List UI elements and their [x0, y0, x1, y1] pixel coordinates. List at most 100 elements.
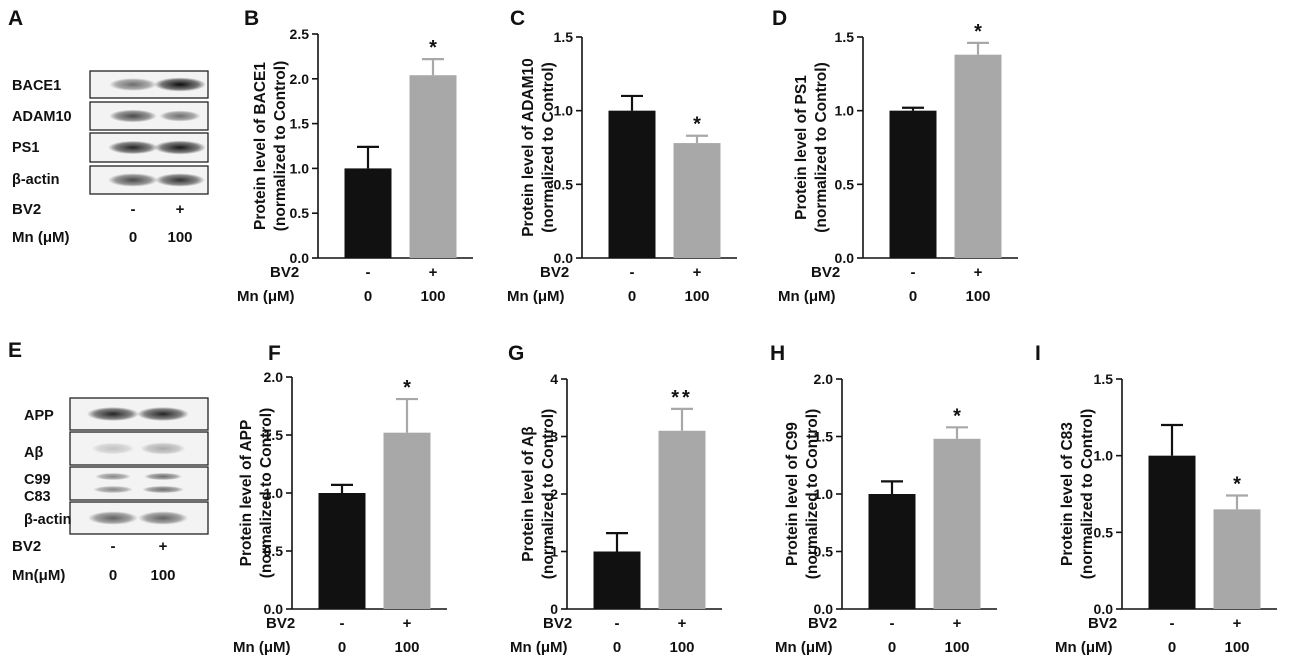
y-tick-label: 0.0	[1094, 601, 1114, 617]
y-tick-label: 1.5	[554, 29, 574, 45]
bar-mn100	[383, 432, 431, 609]
panel-label-g: G	[508, 342, 524, 365]
y-tick-label: 1.0	[554, 103, 574, 119]
y-tick-label: 0.0	[814, 601, 834, 617]
y-tick-label: 0.0	[835, 250, 855, 266]
y-tick-label: 0.5	[554, 176, 574, 192]
y-tick-label: 0.5	[814, 544, 834, 560]
y-axis-title: Protein level of Aβ	[520, 426, 537, 562]
blot-band	[93, 485, 133, 494]
blot-band	[91, 442, 135, 455]
band-label: C83	[24, 489, 51, 505]
y-tick-label: 4	[550, 371, 558, 387]
bv2-mark: +	[403, 615, 412, 632]
significance-marker: *	[953, 405, 961, 427]
bv2-mark: -	[890, 615, 895, 632]
mn-dose-label: Mn (μM)	[778, 288, 836, 305]
bv2-mark: +	[176, 201, 185, 218]
y-axis-title: Protein level of C83	[1059, 422, 1076, 566]
y-tick-label: 0.5	[1094, 524, 1114, 540]
y-tick-label: 1.0	[814, 486, 834, 502]
panel-label-f: F	[268, 342, 281, 365]
chart-d: 0.0 0.5 1.0 1.5 Protein level of PS1 (normali…	[778, 21, 1018, 305]
bar-mn100	[409, 75, 457, 258]
bar-control	[1148, 455, 1196, 609]
y-axis-subtitle: (normalized to Control)	[804, 409, 821, 580]
cell-line-label: BV2	[12, 538, 41, 555]
blot-band	[144, 472, 182, 481]
y-tick-label: 1.0	[835, 103, 855, 119]
bar-mn100	[1213, 509, 1261, 609]
bar-control	[889, 110, 937, 259]
bar-control	[593, 551, 641, 609]
y-axis-title: Protein level of ADAM10	[520, 58, 537, 237]
bv2-mark: -	[1170, 615, 1175, 632]
blot-band	[155, 173, 205, 187]
bv2-mark: -	[366, 264, 371, 281]
bv2-mark: +	[693, 264, 702, 281]
mn-dose: 100	[965, 288, 990, 305]
mn-dose: 0	[888, 639, 896, 656]
blot-band	[109, 109, 157, 123]
blot-box	[69, 431, 209, 466]
band-label: β-actin	[24, 512, 72, 528]
mn-dose: 0	[613, 639, 621, 656]
mn-dose-label: Mn (μM)	[510, 639, 568, 656]
blot-a: BACE1 ADAM10 PS1 β-actin BV2 Mn (μM) - 0 +100	[12, 70, 209, 246]
mn-dose: 100	[669, 639, 694, 656]
significance-marker: *	[429, 37, 437, 59]
panel-label-d: D	[772, 7, 787, 30]
mn-dose: 100	[150, 567, 175, 584]
mn-dose: 100	[684, 288, 709, 305]
significance-marker: *	[974, 21, 982, 43]
y-axis-title: Protein level of C99	[784, 422, 801, 566]
y-tick-label: 0.0	[554, 250, 574, 266]
y-axis-subtitle: (normalized to Control)	[813, 62, 830, 233]
band-label: ADAM10	[12, 109, 72, 125]
mn-dose: 100	[1224, 639, 1249, 656]
mn-dose: 0	[364, 288, 372, 305]
panel-label-a: A	[8, 7, 23, 30]
mn-dose-label: Mn (μM)	[507, 288, 565, 305]
blot-band	[159, 110, 201, 122]
cell-line-label: BV2	[1088, 615, 1117, 632]
cell-line-label: BV2	[808, 615, 837, 632]
mn-dose-label: Mn (μM)	[1055, 639, 1113, 656]
mn-dose-label: Mn(μM)	[12, 567, 65, 584]
bv2-mark: -	[615, 615, 620, 632]
bv2-mark: -	[340, 615, 345, 632]
bv2-mark: +	[974, 264, 983, 281]
cell-line-label: BV2	[270, 264, 299, 281]
y-axis-subtitle: (normalized to Control)	[272, 61, 289, 232]
y-tick-label: 2	[550, 486, 558, 502]
blot-band	[154, 140, 206, 155]
y-tick-label: 1.0	[1094, 448, 1114, 464]
panel-label-i: I	[1035, 342, 1041, 365]
y-axis-title: Protein level of BACE1	[252, 62, 269, 230]
blot-band	[108, 140, 158, 155]
band-label: β-actin	[12, 172, 60, 188]
cell-line-label: BV2	[540, 264, 569, 281]
blot-band	[88, 511, 138, 525]
y-tick-label: 1.0	[264, 485, 284, 501]
y-axis-title: Protein level of PS1	[793, 75, 810, 220]
bv2-mark: -	[911, 264, 916, 281]
panel-label-c: C	[510, 7, 525, 30]
bar-mn100	[658, 430, 706, 609]
y-axis-title: Protein level of APP	[238, 420, 255, 567]
mn-dose: 100	[944, 639, 969, 656]
bar-control	[608, 110, 656, 259]
bv2-mark: +	[159, 538, 168, 555]
bar-control	[318, 493, 366, 609]
y-tick-label: 2.0	[264, 369, 284, 385]
blot-band	[109, 78, 157, 91]
y-tick-label: 1.5	[264, 427, 284, 443]
chart-b: 0.0 0.5 1.0 1.5 2.0 2.5 Protein level of BACE1…	[237, 26, 473, 305]
bar-mn100	[933, 438, 981, 609]
bv2-mark: -	[131, 201, 136, 218]
y-axis-subtitle: (normalized to Control)	[258, 408, 275, 579]
y-tick-label: 0	[550, 601, 558, 617]
bv2-mark: +	[953, 615, 962, 632]
